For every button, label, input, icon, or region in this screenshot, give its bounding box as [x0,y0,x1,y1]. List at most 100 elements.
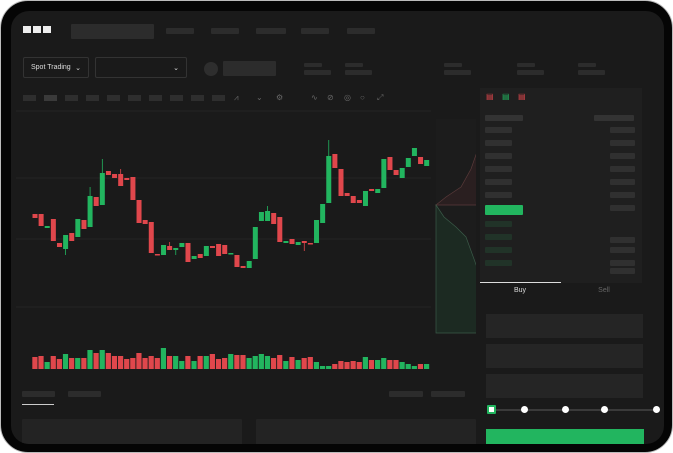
pair-select[interactable]: ⌄ [95,57,187,78]
ask-size [610,127,635,133]
volume-bar [203,356,209,369]
candle-body [69,233,75,241]
volume-bar [246,358,252,369]
candle-body [387,157,393,170]
search-bar[interactable] [71,24,154,39]
book-bids-icon[interactable]: ▤ [502,92,510,101]
timeframe-button[interactable] [212,95,225,101]
asset-panel [22,419,242,444]
settings-icon[interactable]: ⚙ [276,93,284,102]
nav-item[interactable] [211,28,239,34]
ask-price [485,179,512,185]
timeframe-button[interactable] [149,95,162,101]
stat-value [304,70,331,75]
book-header [594,115,634,121]
bottom-tab-history[interactable] [68,391,101,397]
candle-body [320,204,326,223]
circle-icon[interactable]: ○ [360,93,365,102]
bottom-action[interactable] [431,391,465,397]
slider-handle[interactable] [487,405,496,414]
nav-item[interactable] [347,28,375,34]
volume-bar [197,356,203,369]
fullscreen-icon[interactable]: ⤢ [377,93,384,102]
candle-body [258,212,264,221]
volume-bar [185,356,191,369]
candle-body [191,256,197,259]
target-icon[interactable]: ◎ [344,93,351,102]
total-input[interactable] [486,374,643,398]
nav-item[interactable] [256,28,286,34]
ask-size [610,192,635,198]
bid-size [610,237,635,243]
buy-tab[interactable]: Buy [513,287,527,294]
amount-input[interactable] [486,344,643,368]
nav-item[interactable] [166,28,194,34]
bid-price [485,221,512,227]
bottom-action[interactable] [389,391,423,397]
candle-body [136,200,142,223]
book-asks-icon[interactable]: ▤ [518,92,526,101]
candle-body [44,226,50,228]
candle-body [142,220,148,224]
candle-body [393,170,399,175]
sell-tab[interactable]: Sell [598,287,610,294]
timeframe-button[interactable] [65,95,78,101]
candle-body [99,173,105,205]
candle-body [271,213,277,224]
okx-logo[interactable] [23,26,51,33]
candle-body [265,211,271,221]
volume-bar [381,358,387,369]
candle-body [93,197,99,206]
ruler-icon[interactable]: ⊘ [327,93,334,102]
volume-bar [99,350,105,369]
candle-body [124,178,130,180]
volume-bar [270,358,277,369]
candle-body [369,189,375,191]
timeframe-button[interactable] [23,95,36,101]
volume-bar [69,358,75,369]
volume-bar [411,366,417,369]
volume-bar [338,361,344,369]
indicator-icon[interactable]: ⩘ [234,93,239,102]
bid-size [610,268,635,274]
amount-slider[interactable] [487,405,660,414]
volume-bar [393,360,399,369]
candle-body [203,246,209,256]
buy-submit-button[interactable] [486,429,644,444]
volume-bar [332,364,338,369]
timeframe-button[interactable] [107,95,120,101]
volume-bar [356,362,362,369]
last-price [485,205,523,215]
candle-body [338,169,344,196]
timeframe-button[interactable] [86,95,99,101]
timeframe-button[interactable] [191,95,204,101]
stat-value [578,70,605,75]
slider-mark-50[interactable] [562,406,569,413]
timeframe-button[interactable] [44,95,57,101]
candle-body [252,227,258,259]
depth-bids [435,203,476,334]
candle-body [350,196,356,203]
candle-body [234,255,240,267]
chart-type-icon[interactable]: ⌄ [256,93,263,102]
candle-body [424,160,430,166]
active-tab-indicator [480,282,561,283]
nav-item[interactable] [301,28,329,34]
candle-body [50,219,56,241]
line-tool-icon[interactable]: ∿ [311,93,318,102]
volume-bar [222,358,228,369]
timeframe-button[interactable] [170,95,183,101]
candlestick-chart[interactable] [16,109,476,371]
candle-body [173,248,179,250]
volume-bar [209,354,215,369]
slider-mark-25[interactable] [521,406,528,413]
price-input[interactable] [486,314,643,338]
bottom-tab-open-orders[interactable] [22,391,55,397]
market-type-select[interactable]: Spot Trading ⌄ [23,57,89,78]
slider-mark-75[interactable] [601,406,608,413]
timeframe-button[interactable] [128,95,141,101]
book-both-icon[interactable]: ▤ [486,92,494,101]
bid-price [485,247,512,253]
slider-mark-100[interactable] [653,406,660,413]
